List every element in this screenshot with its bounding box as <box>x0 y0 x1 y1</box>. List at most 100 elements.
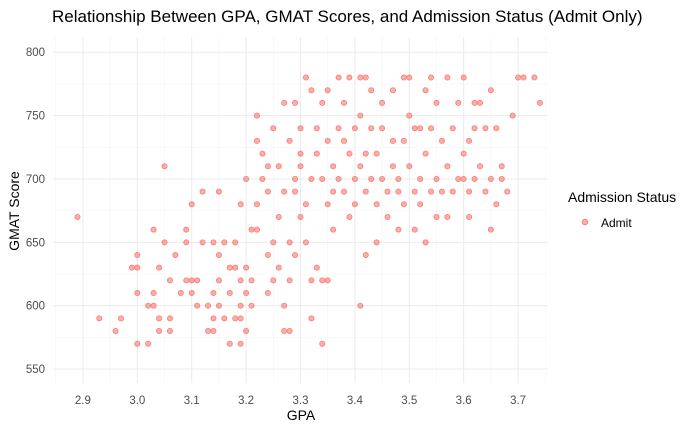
data-point <box>509 112 516 119</box>
data-point <box>504 188 511 195</box>
data-point <box>400 201 407 208</box>
data-point <box>341 188 348 195</box>
legend: Admission Status Admit <box>568 189 676 230</box>
data-point <box>455 175 462 182</box>
data-point <box>264 163 271 170</box>
data-point <box>482 188 489 195</box>
data-point <box>400 137 407 144</box>
data-point <box>395 188 402 195</box>
data-point <box>460 74 467 81</box>
data-point <box>292 188 299 195</box>
data-point <box>161 163 168 170</box>
data-point <box>428 74 435 81</box>
data-point <box>357 163 364 170</box>
data-point <box>248 277 255 284</box>
data-point <box>210 239 217 246</box>
data-point <box>346 213 353 220</box>
data-point <box>253 226 260 233</box>
data-point <box>417 125 424 132</box>
data-point <box>297 125 304 132</box>
data-point <box>215 251 222 258</box>
x-tick-labels: 2.9 3.0 3.1 3.2 3.3 3.4 3.5 3.6 3.7 <box>75 395 526 407</box>
data-point <box>221 239 228 246</box>
data-point <box>319 340 326 347</box>
data-point <box>150 290 157 297</box>
y-tick-label: 550 <box>26 364 45 376</box>
data-point <box>362 74 369 81</box>
data-point <box>379 99 386 106</box>
data-point <box>150 226 157 233</box>
data-point <box>422 87 429 94</box>
data-point <box>281 328 288 335</box>
y-tick-label: 700 <box>26 174 45 186</box>
data-point <box>145 302 152 309</box>
data-point <box>324 277 331 284</box>
data-point <box>292 175 299 182</box>
data-point <box>286 137 293 144</box>
data-point <box>444 213 451 220</box>
data-point <box>183 226 190 233</box>
legend-label-admit: Admit <box>601 216 632 230</box>
data-point <box>389 163 396 170</box>
data-point <box>275 163 282 170</box>
data-point <box>357 74 364 81</box>
data-point <box>411 188 418 195</box>
data-point <box>466 188 473 195</box>
data-point <box>243 264 250 271</box>
data-point <box>324 137 331 144</box>
data-point <box>319 175 326 182</box>
data-point <box>166 328 173 335</box>
data-point <box>346 150 353 157</box>
data-point <box>270 239 277 246</box>
data-point <box>395 226 402 233</box>
data-point <box>400 74 407 81</box>
y-axis-title: GMAT Score <box>6 171 22 251</box>
data-point <box>134 264 141 271</box>
data-point <box>243 290 250 297</box>
data-point <box>324 87 331 94</box>
data-point <box>422 150 429 157</box>
data-point <box>373 201 380 208</box>
data-point <box>177 290 184 297</box>
data-point <box>384 188 391 195</box>
data-point <box>471 125 478 132</box>
data-point <box>493 201 500 208</box>
data-point <box>210 315 217 322</box>
data-point <box>373 150 380 157</box>
data-point <box>384 213 391 220</box>
data-point <box>297 150 304 157</box>
data-point <box>243 175 250 182</box>
data-point <box>471 99 478 106</box>
data-point <box>183 239 190 246</box>
data-point <box>281 188 288 195</box>
data-point <box>156 264 163 271</box>
data-point <box>188 201 195 208</box>
data-point <box>335 175 342 182</box>
data-point <box>205 328 212 335</box>
data-point <box>313 125 320 132</box>
data-point <box>253 201 260 208</box>
data-point <box>335 125 342 132</box>
data-point <box>308 315 315 322</box>
data-point <box>226 290 233 297</box>
data-point <box>308 87 315 94</box>
data-point <box>379 125 386 132</box>
data-point <box>389 137 396 144</box>
data-point <box>237 315 244 322</box>
data-point <box>357 112 364 119</box>
data-point <box>487 226 494 233</box>
data-point <box>232 315 239 322</box>
y-tick-label: 800 <box>26 47 45 59</box>
data-point <box>487 87 494 94</box>
data-point <box>199 239 206 246</box>
x-tick-label: 3.4 <box>347 395 364 407</box>
y-tick-label: 650 <box>26 237 45 249</box>
data-point <box>134 290 141 297</box>
data-point <box>351 125 358 132</box>
data-point <box>237 201 244 208</box>
data-point <box>292 251 299 258</box>
data-point <box>134 251 141 258</box>
x-tick-label: 2.9 <box>75 395 91 407</box>
data-point <box>74 213 81 220</box>
